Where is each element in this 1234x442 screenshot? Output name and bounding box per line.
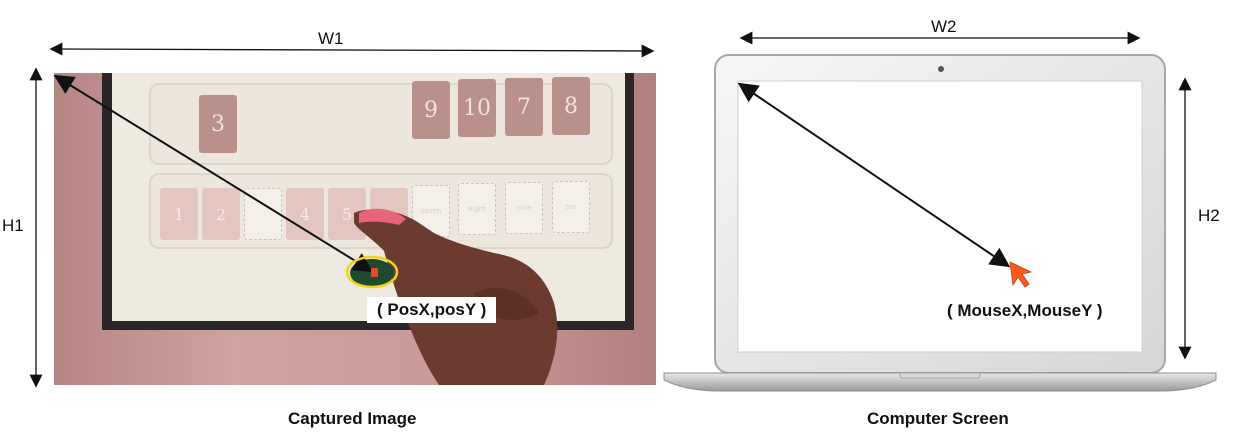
bottom-tile-word: nine	[505, 182, 543, 234]
computer-screen-panel: W2 H2 ( MouseX,MouseY ) Computer Screen	[660, 0, 1234, 442]
top-tile: 9	[412, 81, 450, 139]
fingertip-marker-ellipse	[345, 255, 399, 289]
top-tile: 8	[552, 77, 590, 135]
bottom-tile-word: eight	[458, 183, 496, 235]
captured-image-caption: Captured Image	[288, 409, 417, 428]
screen-diagonal-arrow	[737, 82, 1011, 268]
bottom-tile-label: ten	[565, 203, 577, 211]
top-tile-label: 10	[463, 95, 491, 121]
top-tile-label: 8	[564, 93, 578, 119]
top-tile-label: 7	[517, 94, 531, 120]
computer-screen-caption: Computer Screen	[867, 409, 1009, 428]
mouse-cursor-icon	[1009, 261, 1033, 288]
mousexy-label: ( MouseX,MouseY )	[947, 301, 1103, 320]
top-tile-label: 9	[424, 97, 438, 123]
fingertip-point	[371, 268, 378, 277]
captured-diagonal-arrow	[53, 74, 374, 273]
posxy-label-text: ( PosX,posY )	[377, 300, 487, 319]
h2-label: H2	[1198, 206, 1220, 225]
webcam-icon	[938, 66, 944, 72]
laptop-base	[663, 372, 1217, 392]
bottom-tile-label: nine	[516, 204, 532, 212]
w1-label: W1	[318, 29, 344, 48]
bottom-tile-word: ten	[552, 181, 590, 233]
h1-label: H1	[2, 216, 24, 235]
bottom-tile-label: eight	[468, 205, 486, 213]
laptop-notch	[899, 372, 981, 379]
top-tile: 7	[505, 78, 543, 136]
top-tile: 10	[458, 79, 496, 137]
laptop-illustration	[663, 31, 1217, 392]
w1-dimension-arrow	[49, 42, 655, 58]
w2-label: W2	[931, 17, 957, 36]
captured-image-panel: 3 9 10 7 8 1 2 4 5 seven eight nine ten	[2, 29, 656, 428]
posxy-label: ( PosX,posY )	[367, 297, 497, 323]
captured-annotations	[29, 42, 655, 388]
bottom-tile-label: seven	[420, 207, 442, 215]
